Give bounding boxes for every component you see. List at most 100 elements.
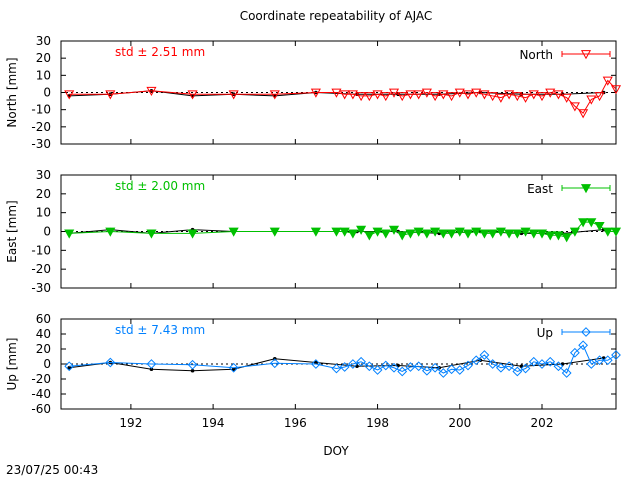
data-point <box>228 227 239 237</box>
data-point <box>339 227 350 237</box>
data-point <box>438 90 449 100</box>
data-point <box>528 356 539 367</box>
x-tick-label: 196 <box>284 416 307 430</box>
y-tick-label: 0 <box>43 86 51 100</box>
data-point <box>479 229 490 239</box>
data-point <box>487 359 498 369</box>
data-point <box>331 363 342 374</box>
y-tick-label: 30 <box>36 168 51 182</box>
data-point <box>504 90 515 100</box>
data-point <box>569 227 580 237</box>
y-tick-label: -30 <box>31 137 51 151</box>
y-tick-label: 10 <box>36 68 51 82</box>
legend-label: East <box>527 182 553 196</box>
y-tick-label: -30 <box>31 281 51 295</box>
data-point <box>463 360 473 371</box>
data-point <box>228 362 239 373</box>
data-point <box>413 227 424 237</box>
y-tick-label: 60 <box>36 312 51 326</box>
data-point <box>228 90 239 100</box>
data-point <box>487 92 498 102</box>
data-point <box>594 355 605 366</box>
panels: 30 20 10 0 -10 -20 -30 North [mm] std ± 2.51 mm N… <box>5 34 622 430</box>
data-point <box>536 92 548 102</box>
data-point <box>610 85 622 95</box>
legend-label: North <box>519 48 553 62</box>
data-point <box>545 231 556 241</box>
y-axis-label: East [mm] <box>5 200 19 262</box>
data-point <box>397 366 408 377</box>
data-point <box>462 90 474 100</box>
data-point <box>146 359 157 369</box>
data-point <box>405 229 416 239</box>
data-point <box>495 227 506 237</box>
data-point <box>372 365 383 375</box>
data-point <box>430 92 441 102</box>
data-point <box>397 231 408 241</box>
data-point <box>64 229 75 239</box>
x-tick-label: 200 <box>448 416 471 430</box>
data-point <box>446 364 457 375</box>
fit-point <box>231 367 236 372</box>
y-tick-label: -20 <box>31 372 51 386</box>
data-point <box>471 355 482 366</box>
data-point <box>269 90 280 100</box>
data-point <box>356 356 367 367</box>
data-point <box>602 76 613 86</box>
y-tick-label: -20 <box>31 262 51 276</box>
data-point <box>388 88 400 98</box>
y-tick-label: -60 <box>31 402 51 416</box>
legend-marker <box>580 50 592 60</box>
panel-1: 30 20 10 0 -10 -20 -30 North [mm] std ± 2.51 mm N… <box>5 34 622 151</box>
data-point <box>462 229 474 239</box>
data-point <box>479 90 490 100</box>
x-tick-label: 198 <box>366 416 389 430</box>
data-point <box>454 365 465 375</box>
data-point <box>64 361 75 372</box>
data-point <box>586 218 597 228</box>
data-point <box>495 93 506 103</box>
data-point <box>520 227 531 237</box>
data-point <box>594 221 605 232</box>
data-point <box>269 227 280 237</box>
data-point <box>347 229 358 239</box>
data-point <box>578 218 589 228</box>
data-point <box>446 229 457 239</box>
data-point <box>446 92 457 102</box>
data-point <box>187 359 198 370</box>
fit-point <box>149 367 154 372</box>
data-point <box>356 225 367 235</box>
data-point <box>388 225 400 235</box>
data-point <box>372 90 383 100</box>
x-tick-label: 194 <box>202 416 225 430</box>
data-point <box>520 363 531 374</box>
data-point <box>364 92 375 102</box>
y-tick-label: 0 <box>43 225 51 239</box>
y-axis-label: North [mm] <box>5 57 19 127</box>
data-point <box>536 229 548 239</box>
data-point <box>569 347 580 358</box>
data-point <box>105 357 116 368</box>
data-point <box>310 88 321 98</box>
data-point <box>512 92 523 102</box>
data-point <box>339 362 350 372</box>
data-point <box>487 229 498 239</box>
y-tick-label: 20 <box>36 187 51 201</box>
std-annotation: std ± 2.51 mm <box>115 45 205 59</box>
data-point <box>105 227 116 237</box>
data-point <box>561 233 572 243</box>
data-point <box>512 229 523 239</box>
data-point <box>187 90 198 100</box>
data-point <box>569 102 580 112</box>
y-tick-label: 0 <box>43 357 51 371</box>
data-point <box>347 359 358 369</box>
data-point <box>578 109 589 119</box>
y-tick-label: -40 <box>31 387 51 401</box>
panel-2: 30 20 10 0 -10 -20 -30 East [mm] std ± 2.00 mm Ea… <box>5 168 622 295</box>
data-point <box>454 88 465 98</box>
data-point <box>537 359 547 369</box>
data-point <box>413 361 424 372</box>
data-point <box>553 231 564 241</box>
data-point <box>512 366 523 377</box>
